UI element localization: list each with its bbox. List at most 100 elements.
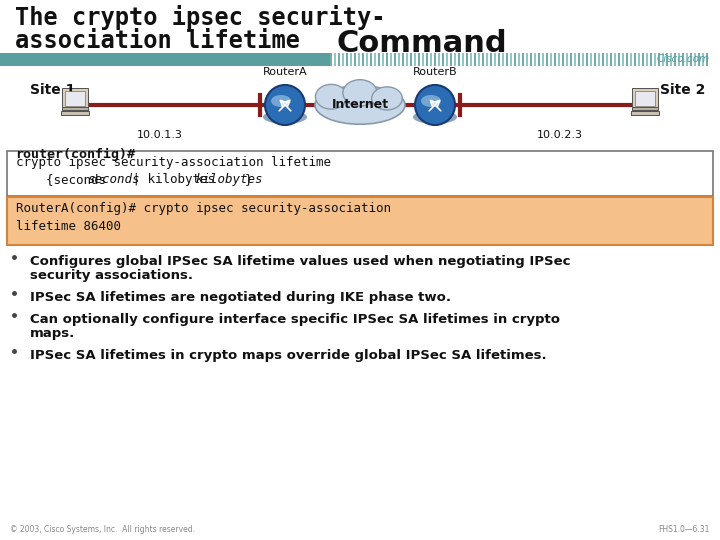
FancyBboxPatch shape bbox=[7, 151, 713, 196]
Bar bbox=[398, 53, 400, 66]
Text: © 2003, Cisco Systems, Inc.  All rights reserved.: © 2003, Cisco Systems, Inc. All rights r… bbox=[10, 525, 195, 534]
Bar bbox=[558, 53, 560, 66]
Text: RouterB: RouterB bbox=[413, 67, 457, 77]
Bar bbox=[678, 53, 680, 66]
Text: seconds: seconds bbox=[87, 173, 140, 186]
Bar bbox=[550, 53, 552, 66]
Bar bbox=[666, 53, 668, 66]
Ellipse shape bbox=[413, 110, 457, 124]
Text: lifetime 86400: lifetime 86400 bbox=[16, 220, 121, 233]
Bar bbox=[654, 53, 656, 66]
Bar bbox=[582, 53, 584, 66]
Ellipse shape bbox=[315, 84, 347, 109]
Bar bbox=[358, 53, 360, 66]
Bar bbox=[650, 53, 652, 66]
Text: security associations.: security associations. bbox=[30, 269, 193, 282]
Bar bbox=[658, 53, 660, 66]
Bar bbox=[482, 53, 484, 66]
Bar bbox=[342, 53, 344, 66]
Bar bbox=[374, 53, 376, 66]
FancyBboxPatch shape bbox=[7, 197, 713, 245]
Bar bbox=[562, 53, 564, 66]
Bar bbox=[350, 53, 352, 66]
Bar bbox=[390, 53, 392, 66]
Bar bbox=[514, 53, 516, 66]
Bar bbox=[362, 53, 364, 66]
Bar bbox=[702, 53, 704, 66]
Circle shape bbox=[415, 85, 455, 125]
Bar bbox=[570, 53, 572, 66]
Bar bbox=[366, 53, 368, 66]
Bar bbox=[706, 53, 708, 66]
Bar bbox=[430, 53, 432, 66]
Text: IPSec SA lifetimes are negotiated during IKE phase two.: IPSec SA lifetimes are negotiated during… bbox=[30, 291, 451, 304]
Bar bbox=[466, 53, 468, 66]
Ellipse shape bbox=[271, 95, 291, 107]
Bar bbox=[470, 53, 472, 66]
Bar bbox=[610, 53, 612, 66]
Bar bbox=[642, 53, 644, 66]
Bar bbox=[406, 53, 408, 66]
Bar bbox=[530, 53, 532, 66]
Bar bbox=[346, 53, 348, 66]
Bar bbox=[614, 53, 616, 66]
Bar bbox=[378, 53, 380, 66]
Text: }: } bbox=[245, 173, 253, 186]
Text: 10.0.1.3: 10.0.1.3 bbox=[137, 130, 183, 140]
Bar bbox=[494, 53, 496, 66]
Text: Configures global IPSec SA lifetime values used when negotiating IPSec: Configures global IPSec SA lifetime valu… bbox=[30, 255, 570, 268]
Bar bbox=[486, 53, 488, 66]
Bar bbox=[590, 53, 592, 66]
Bar bbox=[586, 53, 588, 66]
Bar bbox=[618, 53, 620, 66]
Bar bbox=[602, 53, 604, 66]
Bar bbox=[414, 53, 416, 66]
Text: Cisco.com: Cisco.com bbox=[657, 54, 710, 64]
Text: Command: Command bbox=[337, 29, 508, 58]
Bar bbox=[698, 53, 700, 66]
Bar bbox=[402, 53, 404, 66]
Text: {seconds: {seconds bbox=[16, 173, 114, 186]
Ellipse shape bbox=[263, 110, 307, 124]
Bar bbox=[546, 53, 548, 66]
Bar bbox=[694, 53, 696, 66]
Bar bbox=[382, 53, 384, 66]
Text: The crypto ipsec security-: The crypto ipsec security- bbox=[15, 5, 385, 30]
Bar bbox=[438, 53, 440, 66]
Bar bbox=[542, 53, 544, 66]
Text: Internet: Internet bbox=[331, 98, 389, 111]
Bar bbox=[526, 53, 528, 66]
Bar bbox=[506, 53, 508, 66]
Bar bbox=[498, 53, 500, 66]
Bar bbox=[594, 53, 596, 66]
Bar bbox=[502, 53, 504, 66]
Ellipse shape bbox=[421, 95, 441, 107]
Bar bbox=[63, 89, 88, 108]
Bar bbox=[410, 53, 412, 66]
Bar bbox=[330, 53, 332, 66]
Bar bbox=[682, 53, 684, 66]
Bar bbox=[474, 53, 476, 66]
Bar bbox=[566, 53, 568, 66]
Ellipse shape bbox=[372, 87, 402, 110]
Bar bbox=[686, 53, 688, 66]
Bar bbox=[63, 107, 88, 110]
Text: association lifetime: association lifetime bbox=[15, 29, 300, 53]
Bar bbox=[65, 91, 85, 105]
Bar bbox=[574, 53, 576, 66]
Bar bbox=[635, 91, 655, 105]
Ellipse shape bbox=[343, 80, 377, 106]
Bar bbox=[631, 111, 660, 114]
Text: | kilobytes: | kilobytes bbox=[125, 173, 222, 186]
Bar bbox=[630, 53, 632, 66]
Bar bbox=[454, 53, 456, 66]
Bar bbox=[554, 53, 556, 66]
Text: crypto ipsec security-association lifetime: crypto ipsec security-association lifeti… bbox=[16, 156, 331, 169]
Bar bbox=[510, 53, 512, 66]
Text: Site 2: Site 2 bbox=[660, 83, 706, 97]
Bar bbox=[598, 53, 600, 66]
Bar bbox=[0, 53, 330, 66]
Text: Site 1: Site 1 bbox=[30, 83, 76, 97]
Bar bbox=[674, 53, 676, 66]
Circle shape bbox=[265, 85, 305, 125]
